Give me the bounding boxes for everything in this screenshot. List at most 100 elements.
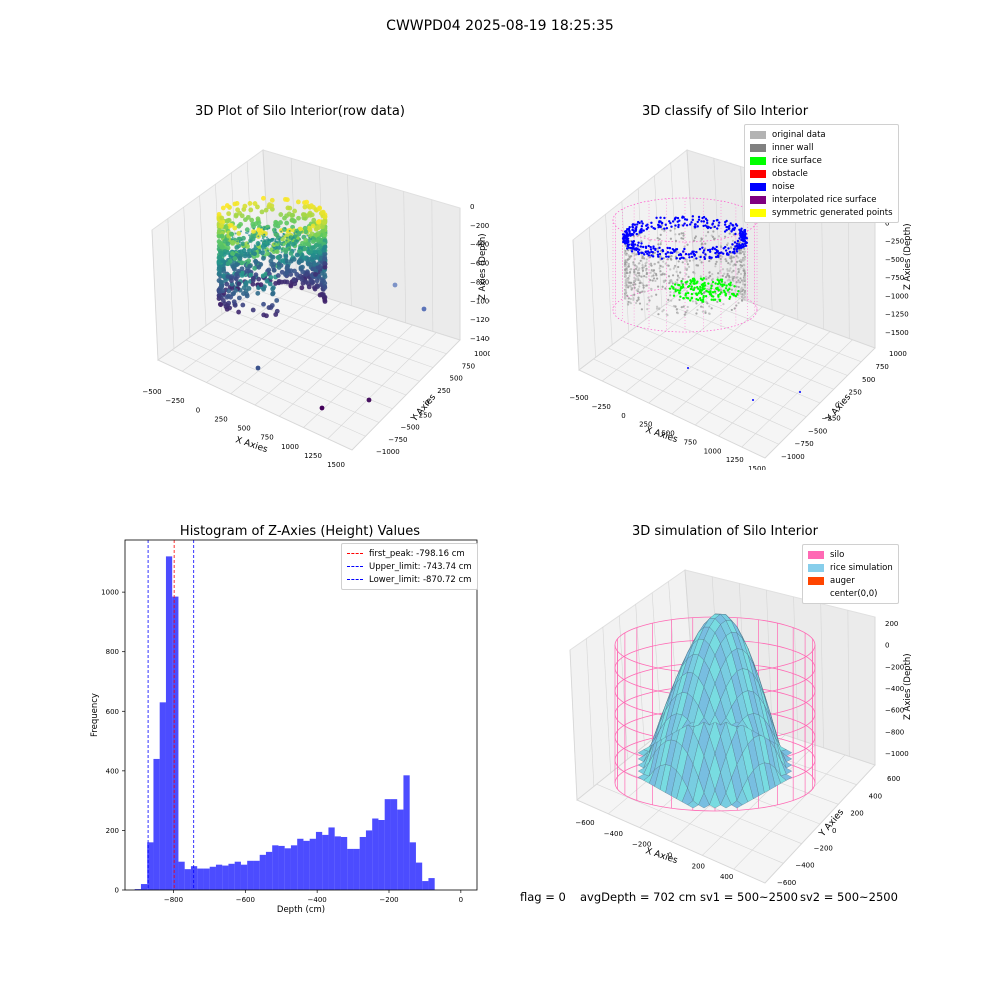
histogram-bar [309, 838, 316, 890]
plot1-xticks: −500 −250 0 250 500 750 1000 1250 1500 [142, 388, 345, 469]
histogram-xlabel: Depth (cm) [277, 905, 325, 915]
histogram-bar [390, 799, 398, 890]
legend-entry: Lower_limit: -870.72 cm [347, 573, 472, 586]
plot4-ytick: −200 [814, 844, 833, 852]
plot2-xlabel: X Axies [644, 425, 679, 445]
plot1-axes-panes [151, 149, 461, 451]
plot1-xtick: 0 [196, 406, 200, 414]
plot2-xtick: 500 [661, 430, 674, 438]
plot3-histogram: −800 −600 −400 −200 0 0 200 400 600 800 1000 Dept… [90, 539, 478, 915]
legend-label: rice simulation [830, 562, 893, 573]
outlier-point [392, 282, 398, 288]
plot4-ztick: 0 [885, 642, 889, 650]
noise-point [687, 367, 689, 369]
plot1-ytick: 750 [462, 362, 475, 370]
footer-flag: flag = 0 [520, 890, 566, 904]
plot1-ytick: 1000 [474, 350, 490, 358]
histogram-bar [403, 775, 410, 890]
plot2-ztick: −750 [885, 274, 904, 282]
plot3-title: Histogram of Z-Axies (Height) Values [179, 524, 421, 539]
plot1-ytick: 500 [450, 375, 463, 383]
histogram-ytick: 400 [106, 767, 119, 775]
noise-point [799, 391, 801, 393]
plot4-xtick: 200 [692, 862, 705, 870]
plot2-ytick: 750 [876, 363, 889, 371]
plot2-ztick: −1000 [885, 292, 909, 300]
plot1-xtick: 1500 [327, 461, 345, 469]
histogram-bar [134, 889, 141, 890]
legend-label: obstacle [772, 168, 808, 179]
legend-entry: obstacle [750, 167, 893, 180]
plot1-xtick: 250 [214, 415, 227, 423]
legend-entry: rice surface [750, 154, 893, 167]
histogram-bar [234, 861, 241, 890]
legend-entry: inner wall [750, 141, 893, 154]
plot4-ytick: 200 [850, 810, 863, 818]
plot2-xtick: 0 [621, 412, 625, 420]
histogram-reference-lines [147, 540, 195, 890]
histogram-bar [322, 834, 329, 890]
plot4-ytick: 400 [869, 792, 882, 800]
plot2-xticks: −500 −250 0 250 500 750 1000 1250 1500 [569, 394, 766, 470]
plot2-ytick: 1000 [889, 350, 907, 358]
histogram-bar [184, 869, 191, 890]
legend-label: silo [830, 549, 845, 560]
legend-line-sample [347, 553, 363, 554]
plot1-zticks: 0 −200 −400 −600 −800 −1000 −1200 −1400 [470, 203, 490, 343]
plot4-ztick: −1000 [885, 750, 909, 758]
histogram-bar [147, 842, 154, 890]
legend-label: noise [772, 181, 795, 192]
histogram-xtick: −400 [308, 896, 327, 904]
plot3-legend: first_peak: -798.16 cm Upper_limit: -743.… [341, 543, 478, 590]
plot2-title: 3D classify of Silo Interior [641, 104, 809, 119]
legend-swatch [808, 550, 824, 559]
plot1-xtick: 500 [237, 425, 250, 433]
histogram-bar [303, 840, 310, 890]
plot2-ytick: −500 [808, 427, 827, 435]
histogram-ytick: 200 [106, 827, 119, 835]
plot4-legend: silo rice simulation auger center(0,0) [802, 544, 899, 604]
legend-swatch [808, 576, 824, 585]
plot2-xtick: 1500 [748, 465, 766, 470]
legend-label: auger [830, 575, 855, 586]
histogram-bar [297, 838, 304, 890]
plot4-ztick: −800 [885, 728, 904, 736]
plot2-ytick: −750 [795, 440, 814, 448]
plot1-outlier-points [255, 282, 427, 411]
histogram-bar [315, 831, 323, 890]
histogram-bar [165, 556, 173, 890]
legend-entry: original data [750, 128, 893, 141]
plot2-ztick: −500 [885, 256, 904, 264]
legend-entry: first_peak: -798.16 cm [347, 547, 472, 560]
histogram-bar [372, 818, 379, 890]
histogram-bar [153, 758, 160, 890]
histogram-xtick: −800 [164, 896, 183, 904]
histogram-ytick: 600 [106, 708, 119, 716]
plot4-zticks: 200 0 −200 −400 −600 −800 −1000 [885, 620, 909, 758]
histogram-bar [209, 866, 216, 890]
outlier-point [255, 365, 261, 371]
histogram-xtick: −200 [379, 896, 398, 904]
plot4-title: 3D simulation of Silo Interior [632, 524, 818, 539]
histogram-bar [353, 848, 360, 890]
legend-swatch [750, 208, 766, 217]
plot1-ztick: 0 [470, 203, 474, 211]
plot1-ytick: 250 [437, 387, 450, 395]
plot4-xlabel: X Axies [644, 846, 679, 866]
legend-entry: Upper_limit: -743.74 cm [347, 560, 472, 573]
plot1-xtick: 750 [260, 434, 273, 442]
histogram-bar [203, 868, 210, 890]
histogram-frame [124, 539, 478, 891]
plot4-ztick: −200 [885, 663, 904, 671]
legend-label: first_peak: -798.16 cm [369, 548, 465, 559]
plot4-3d-surface: −600 −400 −200 0 200 400 600 600 400 200 0 −200 −40… [569, 569, 913, 885]
plot4-xtick: −400 [604, 830, 623, 838]
histogram-bar [222, 865, 229, 890]
histogram-bar [272, 845, 279, 890]
plot1-zlabel: Z Axies (Depth) [478, 233, 488, 300]
legend-swatch [750, 130, 766, 139]
plot1-ztick: −600 [470, 260, 489, 268]
plot1-xtick: 1250 [304, 452, 322, 460]
plot1-ytick: 0 [425, 399, 429, 407]
